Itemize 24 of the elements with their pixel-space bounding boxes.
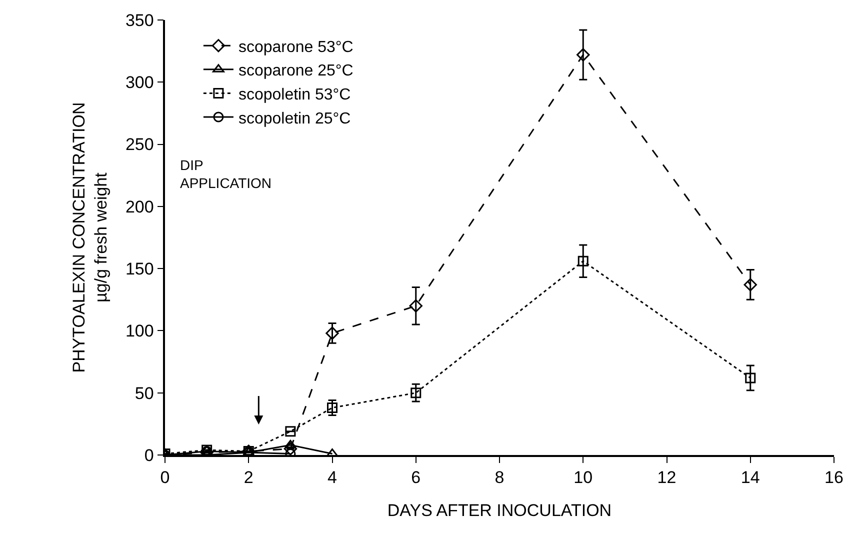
legend-label: scopoletin 25°C <box>238 110 351 128</box>
y-tick-label: 300 <box>125 73 154 92</box>
legend-label: scoparone 53°C <box>238 38 354 56</box>
x-tick-label: 10 <box>574 468 593 488</box>
x-tick-label: 16 <box>824 468 844 488</box>
y-tick-label: 350 <box>125 10 154 30</box>
y-tick-label: 50 <box>134 384 154 403</box>
legend-label: scopoletin 53°C <box>238 86 351 104</box>
y-axis-title: PHYTOALEXIN CONCENTRATION µg/g fresh weight <box>69 102 111 373</box>
legend-label: scoparone 25°C <box>238 62 354 80</box>
x-tick-label: 8 <box>494 468 504 488</box>
x-tick-label: 12 <box>657 468 676 488</box>
annotation: DIP APPLICATION <box>180 157 272 192</box>
x-tick-label: 14 <box>740 468 760 488</box>
x-tick-label: 4 <box>328 468 337 488</box>
x-axis-title: DAYS AFTER INOCULATION <box>387 501 612 520</box>
x-tick-label: 0 <box>160 468 170 488</box>
y-tick-label: 100 <box>125 322 154 341</box>
y-tick-label: 150 <box>125 260 154 279</box>
y-tick-label: 0 <box>144 446 154 465</box>
x-tick-label: 2 <box>244 468 254 488</box>
y-tick-label: 250 <box>125 135 154 154</box>
x-tick-label: 6 <box>411 468 421 488</box>
y-tick-label: 200 <box>125 197 154 216</box>
